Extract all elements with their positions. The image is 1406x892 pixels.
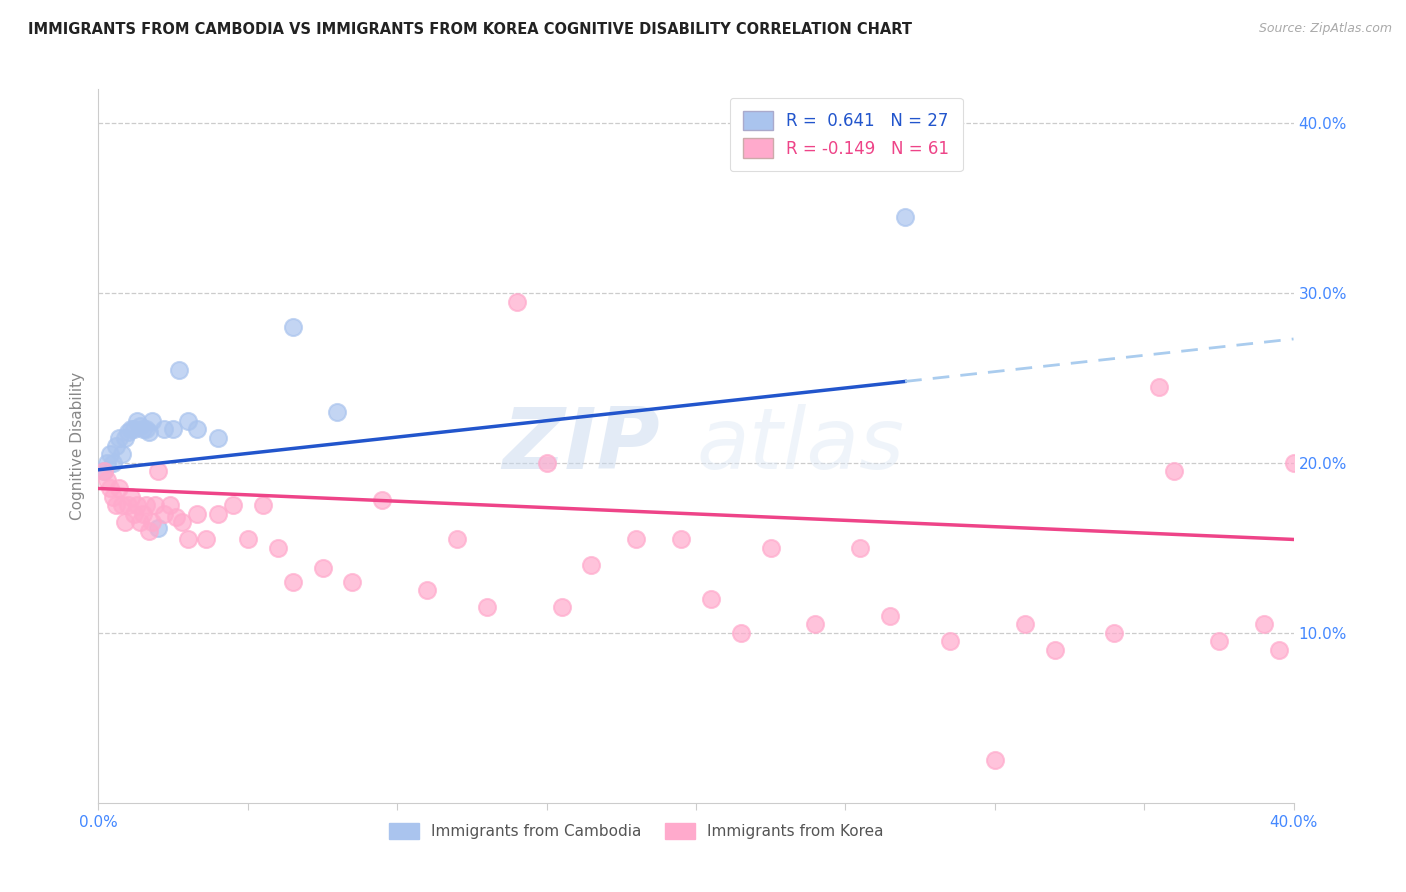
Point bbox=[342, 574, 364, 589]
Point bbox=[162, 422, 184, 436]
Point bbox=[1253, 617, 1275, 632]
Point bbox=[267, 541, 290, 555]
Point bbox=[939, 634, 962, 648]
Point bbox=[581, 558, 603, 572]
Point bbox=[177, 413, 200, 427]
Point bbox=[111, 499, 134, 513]
Point bbox=[93, 465, 115, 479]
Point bbox=[103, 456, 125, 470]
Point bbox=[207, 507, 229, 521]
Point bbox=[759, 541, 782, 555]
Point bbox=[141, 413, 163, 427]
Point bbox=[1208, 634, 1230, 648]
Point bbox=[114, 516, 136, 530]
Point bbox=[120, 490, 142, 504]
Point bbox=[475, 600, 498, 615]
Point bbox=[669, 533, 692, 547]
Point bbox=[416, 583, 439, 598]
Point bbox=[148, 465, 170, 479]
Point bbox=[506, 294, 529, 309]
Point bbox=[700, 591, 723, 606]
Point bbox=[222, 499, 245, 513]
Point bbox=[1163, 465, 1185, 479]
Point bbox=[93, 465, 115, 479]
Text: atlas: atlas bbox=[696, 404, 904, 488]
Point bbox=[103, 490, 125, 504]
Point bbox=[984, 753, 1007, 767]
Point bbox=[124, 422, 146, 436]
Point bbox=[96, 456, 118, 470]
Point bbox=[804, 617, 827, 632]
Point bbox=[153, 507, 176, 521]
Point bbox=[159, 499, 181, 513]
Text: IMMIGRANTS FROM CAMBODIA VS IMMIGRANTS FROM KOREA COGNITIVE DISABILITY CORRELATI: IMMIGRANTS FROM CAMBODIA VS IMMIGRANTS F… bbox=[28, 22, 912, 37]
Point bbox=[141, 516, 163, 530]
Point bbox=[281, 574, 304, 589]
Point bbox=[177, 533, 200, 547]
Point bbox=[207, 430, 229, 444]
Point bbox=[98, 448, 122, 462]
Point bbox=[1014, 617, 1036, 632]
Point bbox=[879, 608, 901, 623]
Point bbox=[446, 533, 468, 547]
Point bbox=[626, 533, 648, 547]
Point bbox=[371, 493, 394, 508]
Point bbox=[120, 422, 142, 436]
Point bbox=[1043, 643, 1066, 657]
Point bbox=[124, 507, 146, 521]
Point bbox=[129, 516, 152, 530]
Point bbox=[165, 510, 187, 524]
Point bbox=[98, 482, 122, 496]
Point bbox=[117, 425, 139, 440]
Point bbox=[536, 456, 558, 470]
Point bbox=[127, 413, 149, 427]
Point bbox=[148, 520, 170, 534]
Point bbox=[127, 499, 149, 513]
Point bbox=[132, 422, 155, 436]
Point bbox=[1267, 643, 1289, 657]
Point bbox=[129, 418, 152, 433]
Point bbox=[153, 422, 176, 436]
Legend: Immigrants from Cambodia, Immigrants from Korea: Immigrants from Cambodia, Immigrants fro… bbox=[382, 817, 890, 845]
Point bbox=[236, 533, 259, 547]
Point bbox=[143, 499, 166, 513]
Point bbox=[730, 626, 752, 640]
Point bbox=[135, 499, 157, 513]
Point bbox=[311, 561, 333, 575]
Point bbox=[108, 482, 131, 496]
Point bbox=[167, 362, 190, 376]
Point bbox=[138, 524, 160, 538]
Point bbox=[138, 425, 160, 440]
Point bbox=[894, 210, 917, 224]
Point bbox=[186, 422, 208, 436]
Point bbox=[135, 422, 157, 436]
Point bbox=[114, 430, 136, 444]
Point bbox=[117, 499, 139, 513]
Point bbox=[105, 499, 128, 513]
Point bbox=[172, 516, 194, 530]
Point bbox=[1104, 626, 1126, 640]
Point bbox=[1147, 379, 1170, 393]
Point bbox=[186, 507, 208, 521]
Point bbox=[849, 541, 872, 555]
Point bbox=[195, 533, 218, 547]
Point bbox=[105, 439, 128, 453]
Point bbox=[1282, 456, 1305, 470]
Text: ZIP: ZIP bbox=[502, 404, 661, 488]
Y-axis label: Cognitive Disability: Cognitive Disability bbox=[69, 372, 84, 520]
Point bbox=[108, 430, 131, 444]
Point bbox=[550, 600, 572, 615]
Point bbox=[326, 405, 349, 419]
Point bbox=[281, 320, 304, 334]
Point bbox=[111, 448, 134, 462]
Point bbox=[96, 473, 118, 487]
Point bbox=[252, 499, 274, 513]
Text: Source: ZipAtlas.com: Source: ZipAtlas.com bbox=[1258, 22, 1392, 36]
Point bbox=[132, 507, 155, 521]
